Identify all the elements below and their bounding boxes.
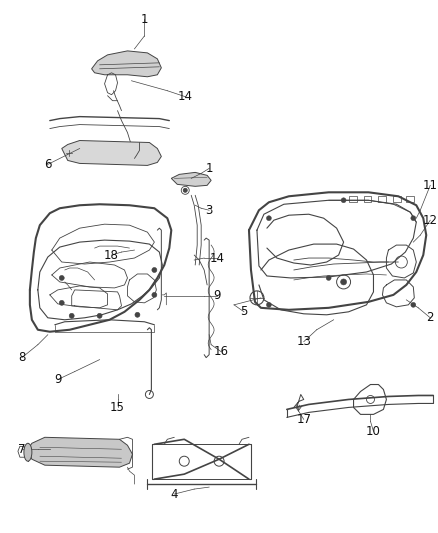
Circle shape <box>341 279 346 285</box>
Ellipse shape <box>24 443 32 461</box>
Text: 9: 9 <box>213 289 221 302</box>
Circle shape <box>266 216 272 221</box>
Circle shape <box>411 216 416 221</box>
Text: 7: 7 <box>18 443 26 456</box>
Text: 9: 9 <box>54 373 61 386</box>
Text: 10: 10 <box>366 425 381 438</box>
Bar <box>349 196 357 202</box>
Text: 12: 12 <box>423 214 438 227</box>
Circle shape <box>152 268 157 272</box>
Circle shape <box>135 312 140 317</box>
Polygon shape <box>62 141 161 165</box>
Text: 2: 2 <box>427 311 434 324</box>
Circle shape <box>411 302 416 308</box>
Text: 4: 4 <box>170 488 178 500</box>
Circle shape <box>341 198 346 203</box>
Text: 16: 16 <box>214 345 229 358</box>
Circle shape <box>69 313 74 318</box>
Circle shape <box>97 313 102 318</box>
Text: 11: 11 <box>423 179 438 192</box>
Polygon shape <box>28 437 132 467</box>
Text: 15: 15 <box>110 401 125 414</box>
Text: 6: 6 <box>44 158 52 171</box>
Bar <box>406 196 414 202</box>
Circle shape <box>326 276 331 280</box>
Polygon shape <box>92 51 161 77</box>
Circle shape <box>183 188 187 192</box>
Circle shape <box>59 276 64 280</box>
Text: 8: 8 <box>18 351 25 364</box>
Text: 1: 1 <box>205 162 213 175</box>
Circle shape <box>266 302 272 308</box>
Text: 18: 18 <box>104 248 119 262</box>
Text: 14: 14 <box>178 90 193 103</box>
Circle shape <box>59 301 64 305</box>
Bar <box>364 196 371 202</box>
Circle shape <box>152 293 157 297</box>
Text: 1: 1 <box>141 12 148 26</box>
Text: 14: 14 <box>210 252 225 264</box>
Polygon shape <box>171 172 211 187</box>
Bar <box>393 196 401 202</box>
Bar <box>378 196 386 202</box>
Text: 3: 3 <box>205 204 213 217</box>
Text: 13: 13 <box>297 335 311 348</box>
Text: 17: 17 <box>296 413 311 426</box>
Text: 5: 5 <box>240 305 248 318</box>
